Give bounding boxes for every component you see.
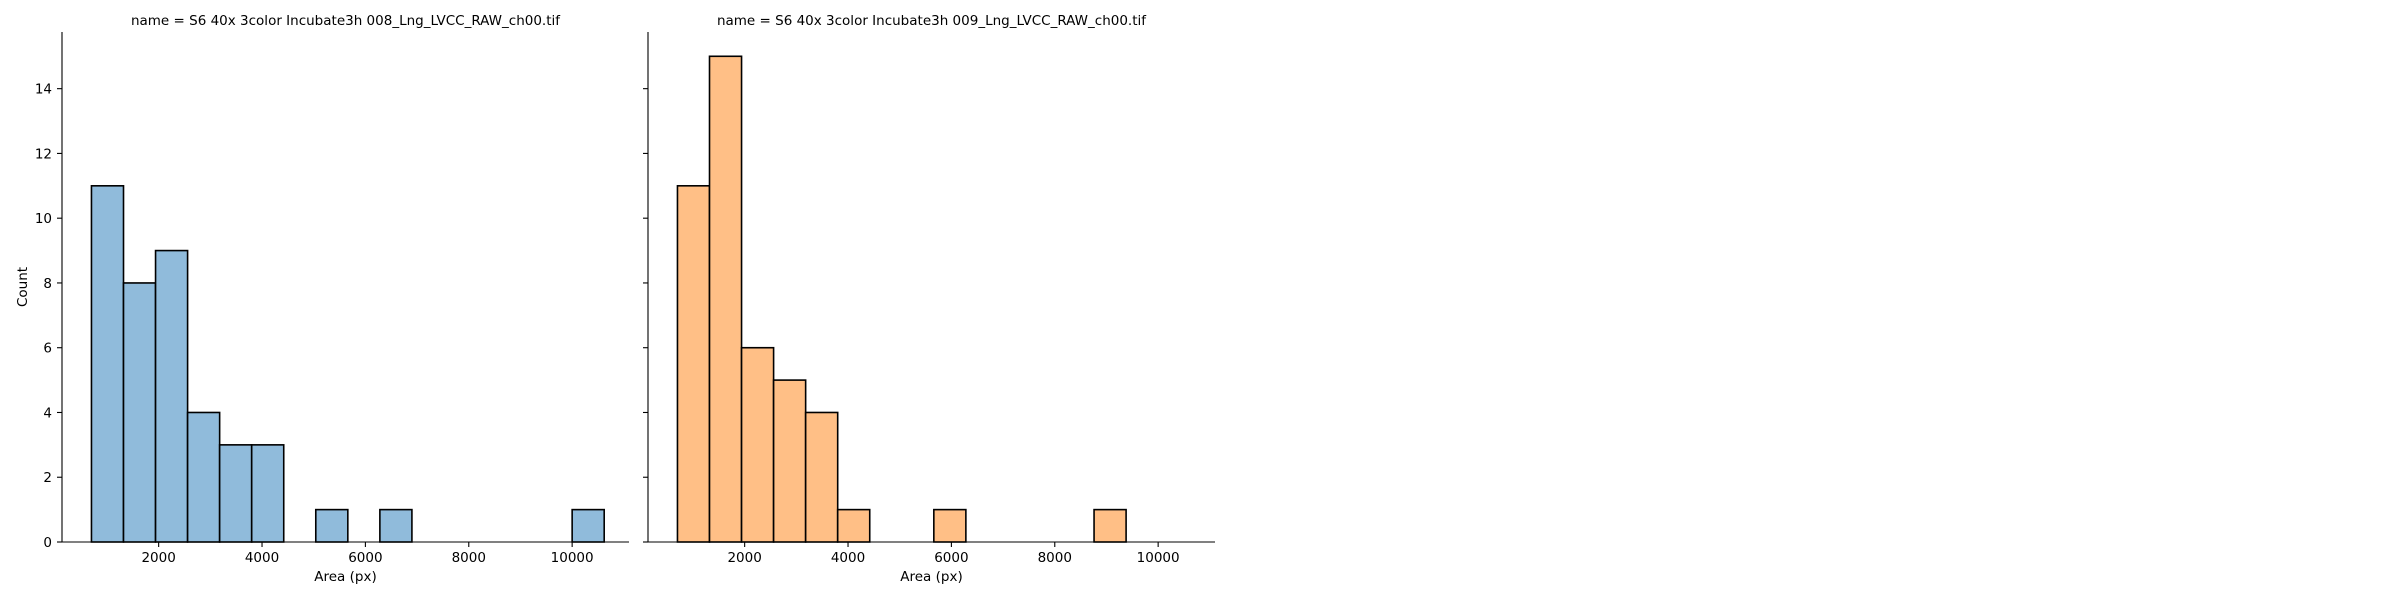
histogram-bar xyxy=(379,508,413,543)
x-tick-label: 4000 xyxy=(245,550,279,566)
histogram-bar xyxy=(250,444,285,543)
y-tick-label: 6 xyxy=(43,341,52,357)
histogram-bar xyxy=(154,249,189,543)
histogram-bar xyxy=(122,282,157,543)
histogram-bar xyxy=(1093,508,1127,543)
x-tick-label: 8000 xyxy=(452,550,486,566)
histogram-bar xyxy=(772,379,807,543)
histogram-bar xyxy=(933,508,967,543)
histogram-bar xyxy=(740,346,775,543)
histogram-bar xyxy=(186,411,221,543)
y-tick-label: 14 xyxy=(35,82,52,98)
y-tick-label: 8 xyxy=(43,276,52,292)
x-tick-label: 2000 xyxy=(727,550,761,566)
x-tick-label: 2000 xyxy=(141,550,175,566)
y-axis-label: Count xyxy=(15,267,31,307)
y-tick-label: 4 xyxy=(43,405,52,421)
histogram-bar xyxy=(708,55,743,543)
x-tick-label: 6000 xyxy=(934,550,968,566)
y-tick-label: 10 xyxy=(35,211,52,227)
histogram-bar xyxy=(314,508,349,543)
panel-title: name = S6 40x 3color Incubate3h 009_Lng_… xyxy=(717,13,1147,29)
y-tick-label: 0 xyxy=(43,535,52,551)
x-tick-label: 8000 xyxy=(1038,550,1072,566)
x-axis-label: Area (px) xyxy=(900,569,962,585)
y-tick-label: 12 xyxy=(35,146,52,162)
panel-2: 2000 4000 6000 8000 10000 name = S6 40x 3colo… xyxy=(643,13,1215,585)
histogram-bar xyxy=(836,508,871,543)
x-axis-label: Area (px) xyxy=(314,569,376,585)
x-tick-label: 6000 xyxy=(348,550,382,566)
histogram-bar xyxy=(676,185,711,543)
x-tick-label: 4000 xyxy=(831,550,865,566)
histogram-bar xyxy=(218,444,253,543)
panel-1: 2000 4000 6000 8000 10000 0 2 4 6 8 10 12 14 name = S… xyxy=(15,13,629,585)
panel-title: name = S6 40x 3color Incubate3h 008_Lng_… xyxy=(131,13,561,29)
histogram-bar xyxy=(90,185,125,543)
x-tick-label: 10000 xyxy=(1137,550,1180,566)
y-tick-label: 2 xyxy=(43,470,52,486)
histogram-bar xyxy=(571,508,605,543)
x-tick-label: 10000 xyxy=(551,550,594,566)
histogram-bar xyxy=(804,411,839,543)
